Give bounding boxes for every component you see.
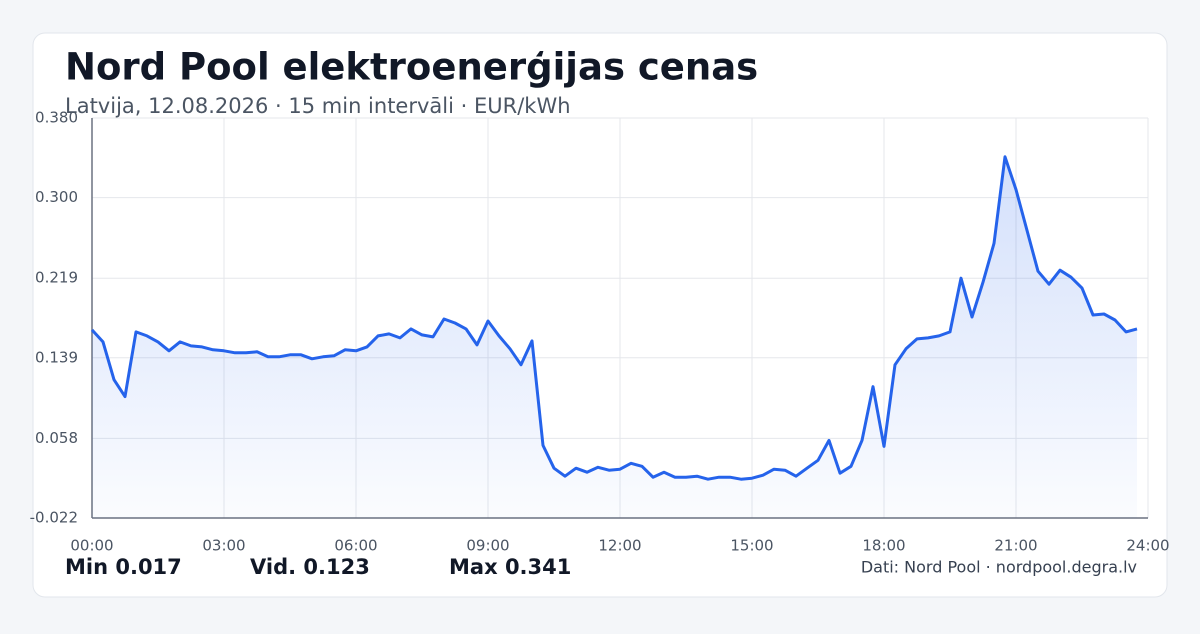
stat: Max 0.341: [449, 555, 571, 579]
x-tick-label: 09:00: [466, 537, 509, 555]
y-tick-label: 0.300: [35, 188, 78, 206]
source: Dati: Nord Pool · nordpool.degra.lv: [861, 558, 1137, 577]
stat-label: Min: [65, 555, 108, 579]
y-tick-label: 0.058: [35, 429, 78, 447]
chart-subtitle: Latvija, 12.08.2026 · 15 min intervāli ·…: [65, 94, 571, 118]
y-tick-label: 0.219: [35, 269, 78, 287]
stat-label: Vid.: [250, 555, 296, 579]
chart-title: Nord Pool elektroenerģijas cenas: [65, 46, 758, 89]
y-tick-label: 0.380: [35, 109, 78, 127]
x-tick-label: 24:00: [1126, 537, 1169, 555]
area: [92, 156, 1137, 519]
x-tick-label: 00:00: [70, 537, 113, 555]
y-tick-label: 0.139: [35, 348, 78, 366]
x-tick-label: 18:00: [862, 537, 905, 555]
stat-label: Max: [449, 555, 498, 579]
x-tick-label: 03:00: [202, 537, 245, 555]
x-tick-label: 12:00: [598, 537, 641, 555]
price-line: [90, 155, 1138, 481]
stat-value: 0.017: [115, 555, 181, 579]
y-tick-label: -0.022: [30, 509, 78, 527]
x-tick-label: 15:00: [730, 537, 773, 555]
stat: Vid. 0.123: [250, 555, 370, 579]
stat-value: 0.341: [505, 555, 571, 579]
stat: Min 0.017: [65, 555, 182, 579]
x-tick-label: 21:00: [994, 537, 1037, 555]
stat-value: 0.123: [303, 555, 369, 579]
x-tick-label: 06:00: [334, 537, 377, 555]
